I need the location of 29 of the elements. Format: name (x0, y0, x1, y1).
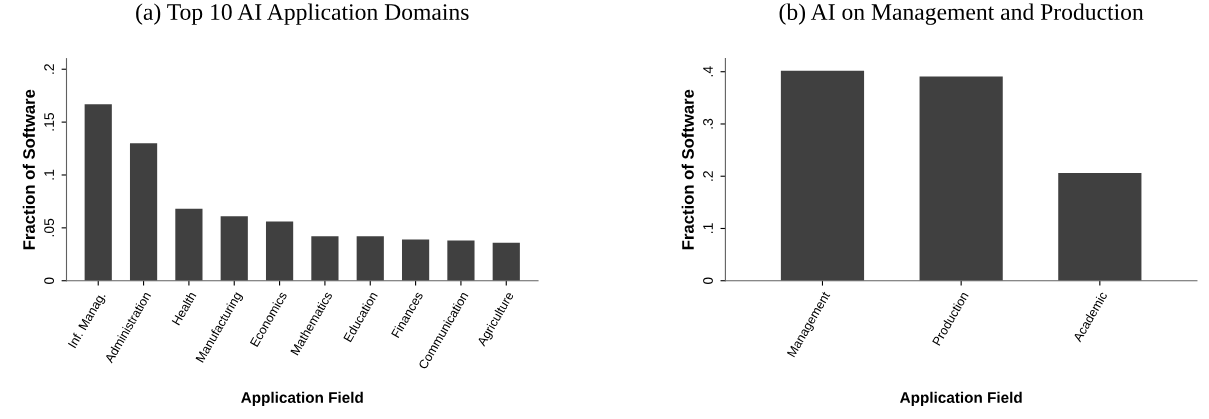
bar (129, 143, 158, 281)
bar (84, 104, 112, 281)
bar (265, 221, 294, 281)
y-tick-label: 0 (703, 277, 713, 285)
y-tick-label: .3 (703, 118, 713, 129)
y-tick-label: .4 (703, 66, 713, 77)
y-tick-label: .05 (44, 218, 55, 237)
bar (447, 240, 475, 281)
chart-title: (b) AI on Management and Production (779, 3, 1144, 25)
y-axis-title: Fraction of Software (22, 89, 35, 250)
bar (311, 236, 339, 281)
bar (401, 239, 430, 281)
y-tick-label: .1 (703, 223, 713, 233)
y-axis-title: Fraction of Software (681, 89, 694, 250)
y-tick-label: .2 (703, 171, 713, 181)
x-axis-title: Application Field (241, 391, 363, 407)
bar (175, 208, 203, 281)
chart-title: (a) Top 10 AI Application Domains (136, 3, 469, 25)
y-tick-label: .1 (44, 169, 54, 180)
bar (1058, 173, 1142, 281)
bar (780, 70, 865, 281)
y-tick-label: .15 (44, 113, 55, 131)
x-axis-title: Application Field (900, 391, 1022, 407)
bar (220, 216, 248, 281)
bar (919, 76, 1003, 281)
y-tick-label: 0 (44, 277, 55, 285)
y-tick-label: .2 (44, 64, 54, 74)
bar (492, 242, 520, 281)
bar (356, 236, 384, 281)
